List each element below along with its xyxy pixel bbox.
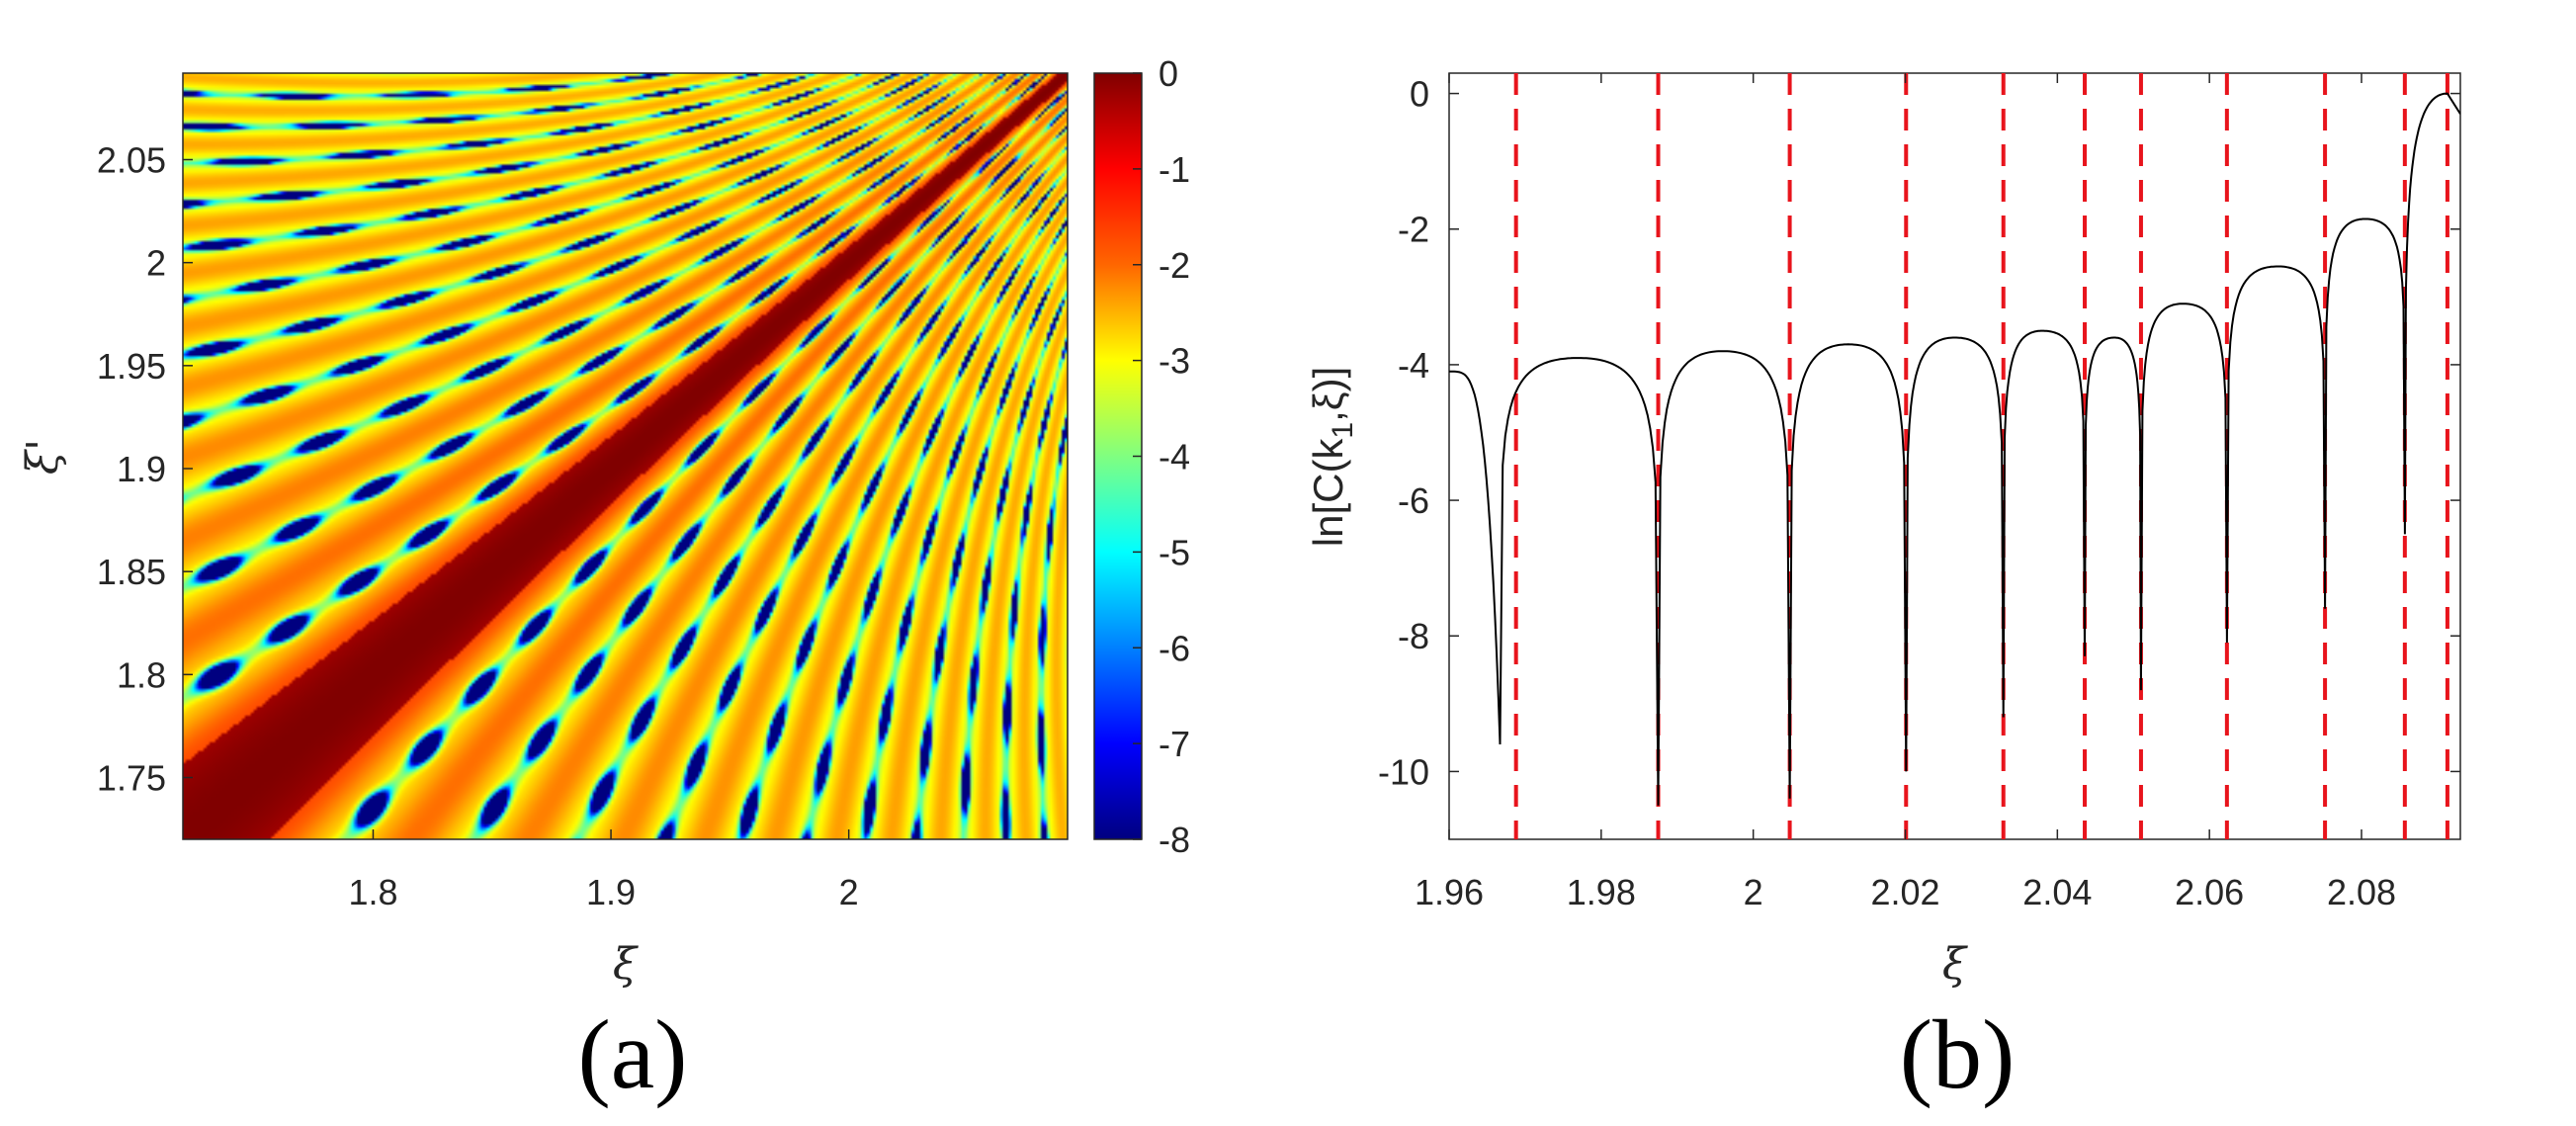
ylabel-sub: 1 [1327, 422, 1359, 439]
y-tick-label: -8 [1398, 616, 1429, 656]
colorbar-tick-label: 0 [1159, 53, 1178, 94]
panel-a-y-label: ξ' [18, 439, 68, 475]
x-tick-label: 1.8 [348, 872, 397, 912]
panel-b-label: (b) [1900, 999, 2016, 1109]
panel-a-frame [182, 72, 1069, 840]
panel-a-label: (a) [578, 999, 688, 1109]
heatmap-image [183, 73, 1068, 839]
ylabel-main: ln[C(k [1305, 438, 1351, 548]
panel-a-x-label: ξ [613, 939, 640, 990]
panel-b-frame [1448, 72, 2461, 840]
panel-b-y-ticks: 0 -2 -4 -6 -8 -10 [1378, 74, 2460, 792]
colorbar-tick-label: -3 [1159, 341, 1190, 382]
panel-b-x-label: ξ [1942, 939, 1969, 990]
y-tick-label: 2 [146, 243, 166, 284]
y-tick-label: 1.95 [97, 346, 166, 387]
panel-a: 1.8 1.9 2 1.75 1.8 1.85 1.9 1.95 2 2.05 ξ ξ' 0 -1… [18, 53, 1190, 1109]
x-tick-label: 2.08 [2327, 872, 2396, 912]
colorbar-tick-label: -4 [1159, 437, 1190, 477]
y-tick-label: -6 [1398, 480, 1429, 521]
colorbar-ticks: 0 -1 -2 -3 -4 -5 -6 -7 -8 [1133, 53, 1190, 860]
y-tick-label: 1.9 [117, 449, 166, 489]
colorbar-tick-label: -6 [1159, 628, 1190, 668]
panel-a-x-ticks: 1.8 1.9 2 [348, 829, 859, 912]
y-tick-label: -2 [1398, 210, 1429, 250]
ylabel-end: ,ξ)] [1305, 367, 1351, 422]
x-tick-label: 2 [1744, 872, 1763, 912]
dashed-lines [1513, 73, 2449, 839]
panel-a-y-ticks: 1.75 1.8 1.85 1.9 1.95 2 2.05 [97, 140, 193, 799]
y-tick-label: 2.05 [97, 140, 166, 181]
panel-b-y-label: ln[C(k1,ξ)] [1305, 367, 1359, 548]
correlation-curve [1449, 92, 2460, 806]
colorbar-tick-label: -5 [1159, 532, 1190, 572]
x-tick-label: 1.9 [586, 872, 636, 912]
y-tick-label: 1.85 [97, 552, 166, 592]
y-tick-label: -4 [1398, 345, 1429, 386]
colorbar-tick-label: -1 [1159, 149, 1190, 190]
panel-b-x-ticks: 1.96 1.98 2 2.02 2.04 2.06 2.08 [1415, 73, 2396, 912]
x-tick-label: 2.06 [2175, 872, 2244, 912]
x-tick-label: 2.02 [1870, 872, 1939, 912]
panel-b: 1.96 1.98 2 2.02 2.04 2.06 2.08 0 -2 -4 -6 -8 -10 ξ… [1305, 72, 2461, 1109]
x-tick-label: 2.04 [2022, 872, 2092, 912]
y-tick-label: 0 [1410, 74, 1429, 115]
colorbar-tick-label: -2 [1159, 245, 1190, 286]
heatmap-raster [183, 73, 1068, 839]
x-tick-label: 1.96 [1415, 872, 1484, 912]
y-tick-label: -10 [1378, 751, 1429, 792]
colorbar-tick-label: -8 [1159, 820, 1190, 860]
y-tick-label: 1.8 [117, 654, 166, 695]
x-tick-label: 1.98 [1567, 872, 1636, 912]
x-tick-label: 2 [839, 872, 859, 912]
colorbar-tick-label: -7 [1159, 724, 1190, 764]
y-tick-label: 1.75 [97, 758, 166, 799]
